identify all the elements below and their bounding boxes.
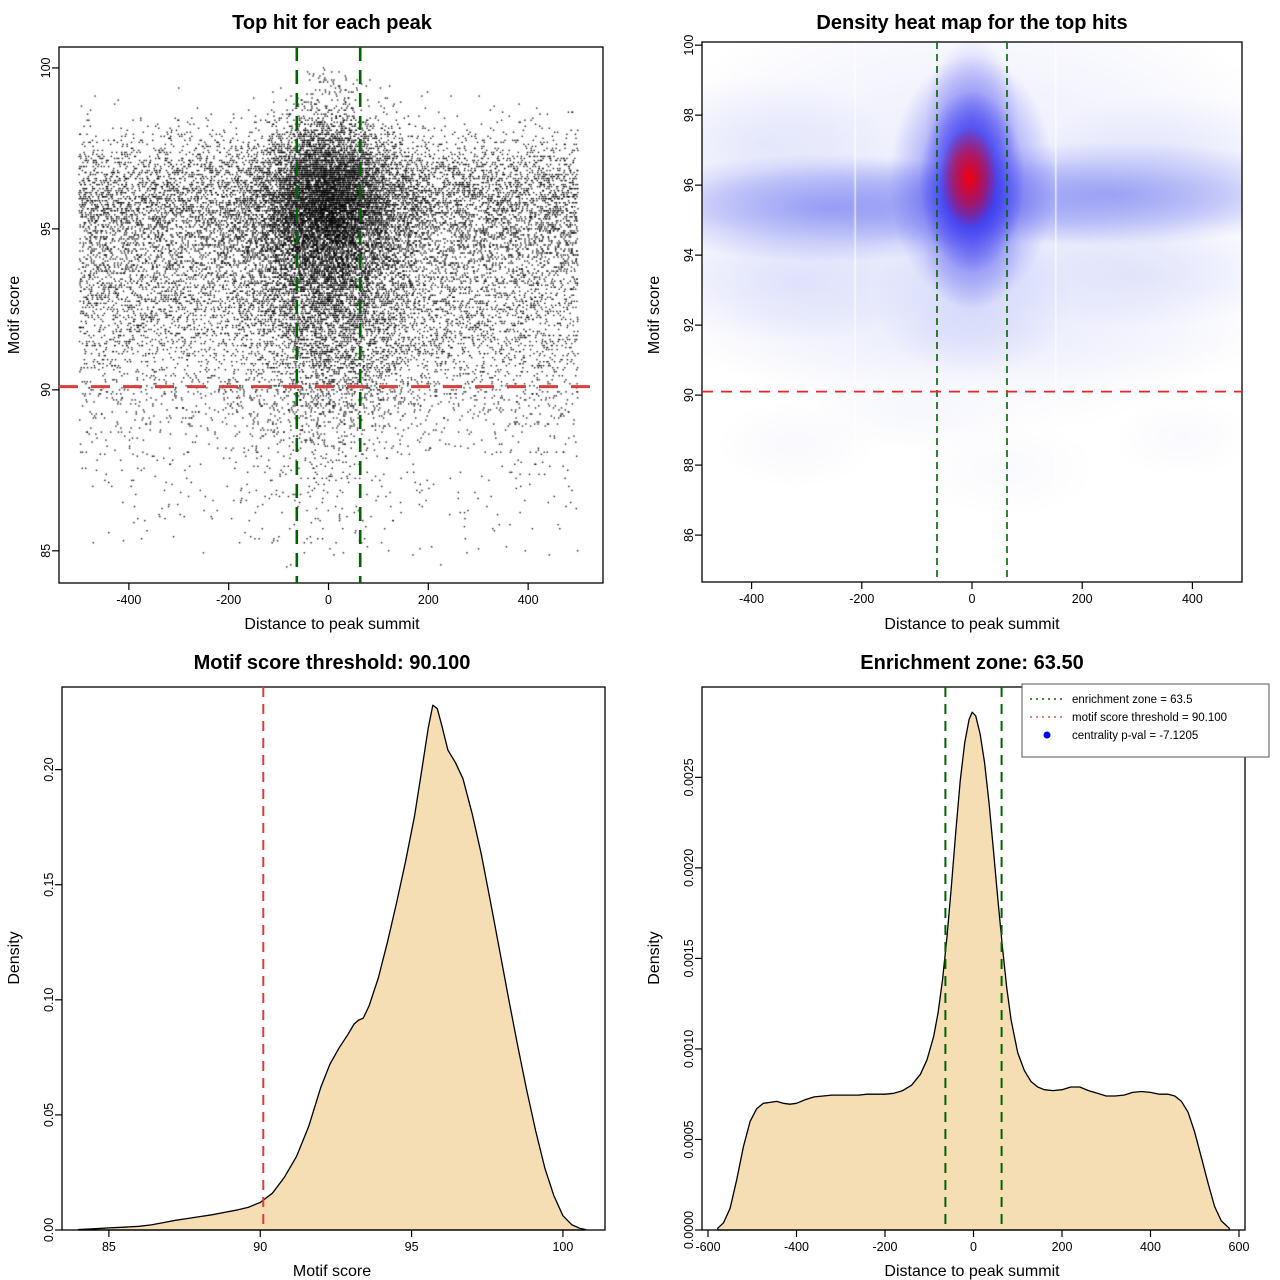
svg-text:90: 90 [682, 388, 696, 402]
svg-text:85: 85 [102, 1240, 116, 1254]
svg-text:0.0005: 0.0005 [682, 1120, 696, 1158]
heatmap-canvas [640, 0, 1280, 640]
svg-text:-200: -200 [216, 593, 241, 607]
scatter-axes-svg: -400 -200 0 200 400 85 90 95 100 [39, 46, 604, 607]
svg-text:0.0020: 0.0020 [682, 849, 696, 887]
svg-text:95: 95 [39, 222, 53, 236]
x-axis-label: Distance to peak summit [884, 1263, 1060, 1280]
distance-density-svg: -600 -400 -200 0 200 400 600 0.0000 0.0005 0.0010… [682, 683, 1270, 1254]
panel-density-heatmap: -400 -200 0 200 400 86 88 90 92 94 96 98 100 Density… [640, 0, 1280, 640]
x-axis-label: Distance to peak summit [244, 616, 420, 633]
svg-text:96: 96 [682, 178, 696, 192]
y-axis-label: Density [646, 931, 663, 985]
panel-enrichment-zone-density: -600 -400 -200 0 200 400 600 0.0000 0.0005 0.0010… [640, 640, 1280, 1280]
svg-text:0: 0 [970, 1240, 977, 1254]
svg-text:0: 0 [969, 592, 976, 606]
svg-text:92: 92 [682, 318, 696, 332]
panel-title: Motif score threshold: 90.100 [193, 652, 471, 674]
svg-text:0.20: 0.20 [42, 757, 56, 781]
svg-text:centrality p-val = -7.1205: centrality p-val = -7.1205 [1072, 730, 1198, 742]
svg-text:85: 85 [39, 544, 53, 558]
y-axis-label: Motif score [6, 275, 23, 355]
panel-motif-score-density: 85 90 95 100 0.00 0.05 0.10 0.15 0.20 Motif scor… [0, 640, 640, 1280]
svg-text:-400: -400 [784, 1240, 809, 1254]
svg-text:-200: -200 [849, 592, 874, 606]
panel-title: Top hit for each peak [232, 12, 432, 34]
y-axis-label: Density [6, 931, 23, 985]
svg-text:-600: -600 [696, 1240, 721, 1254]
svg-text:90: 90 [253, 1240, 267, 1254]
svg-text:200: 200 [1072, 592, 1093, 606]
svg-text:0.0010: 0.0010 [682, 1030, 696, 1068]
svg-text:0.0025: 0.0025 [682, 758, 696, 796]
svg-text:94: 94 [682, 248, 696, 262]
svg-text:95: 95 [405, 1240, 419, 1254]
x-axis-label: Distance to peak summit [884, 616, 1060, 633]
svg-text:90: 90 [39, 383, 53, 397]
svg-text:200: 200 [1052, 1240, 1073, 1254]
panel-title: Enrichment zone: 63.50 [860, 652, 1084, 674]
svg-text:0.15: 0.15 [42, 873, 56, 897]
svg-text:400: 400 [1140, 1240, 1161, 1254]
svg-text:400: 400 [518, 593, 539, 607]
svg-text:100: 100 [552, 1240, 573, 1254]
svg-text:400: 400 [1182, 592, 1203, 606]
svg-text:98: 98 [682, 108, 696, 122]
svg-text:-200: -200 [872, 1240, 897, 1254]
svg-text:200: 200 [418, 593, 439, 607]
x-axis-label: Motif score [292, 1263, 372, 1280]
heatmap-axes-svg: -400 -200 0 200 400 86 88 90 92 94 96 98 100 [682, 35, 1243, 606]
svg-text:0.10: 0.10 [42, 988, 56, 1012]
svg-text:600: 600 [1229, 1240, 1250, 1254]
svg-text:-400: -400 [116, 593, 141, 607]
svg-text:0.0000: 0.0000 [682, 1211, 696, 1249]
panel-top-hit-scatter: -400 -200 0 200 400 85 90 95 100 Top hit for eac… [0, 0, 640, 640]
score-density-svg: 85 90 95 100 0.00 0.05 0.10 0.15 0.20 [42, 686, 606, 1254]
scatter-points-canvas [0, 0, 640, 640]
panel-title: Density heat map for the top hits [816, 12, 1128, 34]
svg-text:0.05: 0.05 [42, 1103, 56, 1127]
svg-text:0.0015: 0.0015 [682, 939, 696, 977]
legend: enrichment zone = 63.5 motif score thresh… [1021, 683, 1270, 758]
svg-text:86: 86 [682, 528, 696, 542]
svg-text:motif score threshold = 90.100: motif score threshold = 90.100 [1072, 712, 1227, 724]
svg-text:-400: -400 [739, 592, 764, 606]
svg-text:100: 100 [39, 57, 53, 78]
svg-text:0: 0 [325, 593, 332, 607]
svg-text:88: 88 [682, 458, 696, 472]
svg-text:enrichment zone = 63.5: enrichment zone = 63.5 [1072, 694, 1193, 706]
y-axis-label: Motif score [646, 275, 663, 355]
svg-text:100: 100 [682, 35, 696, 56]
svg-text:0.00: 0.00 [42, 1218, 56, 1242]
